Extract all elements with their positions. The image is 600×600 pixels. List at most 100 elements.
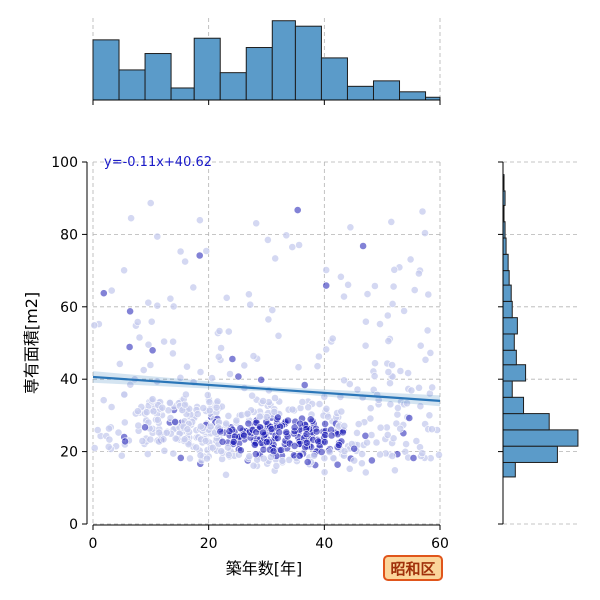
data-point (312, 427, 321, 436)
data-point (215, 327, 224, 335)
x-hist-bar (92, 39, 120, 101)
data-point (271, 254, 280, 263)
data-point (205, 398, 214, 406)
data-point (390, 466, 399, 475)
x-hist-bar (271, 20, 296, 101)
data-point (168, 349, 177, 358)
data-point (278, 456, 287, 465)
data-point (353, 385, 362, 394)
data-point (426, 348, 435, 357)
data-point (117, 451, 126, 460)
y-hist-bar (502, 364, 527, 382)
data-point (144, 298, 153, 307)
data-point (251, 450, 260, 459)
data-point (405, 414, 414, 422)
data-point (234, 372, 243, 381)
data-point (181, 390, 190, 399)
data-point (267, 425, 276, 433)
data-point (146, 361, 155, 369)
data-point (403, 399, 411, 408)
regression-layer (92, 371, 441, 407)
data-point (388, 361, 396, 369)
x-hist-bar (346, 85, 374, 101)
data-point (400, 306, 408, 315)
data-point (376, 320, 384, 328)
data-point (248, 391, 256, 400)
data-point (171, 417, 179, 426)
data-point (295, 241, 303, 249)
data-point (315, 400, 324, 408)
data-point (162, 428, 171, 437)
data-point (264, 315, 273, 324)
data-point (337, 407, 346, 416)
data-point (412, 437, 421, 445)
data-point (176, 373, 185, 382)
data-point (146, 435, 155, 444)
data-point (273, 413, 282, 422)
x-hist-bar (118, 69, 146, 101)
y-hist-bar (502, 413, 550, 431)
data-point (384, 337, 393, 345)
y-tick-label: 0 (69, 517, 78, 533)
data-point (203, 454, 211, 463)
data-point (314, 352, 323, 361)
data-point (222, 470, 230, 479)
data-point (183, 425, 192, 434)
data-point (146, 199, 155, 207)
data-point (222, 293, 231, 302)
data-point (90, 444, 99, 452)
data-point (99, 396, 108, 405)
data-point (169, 449, 178, 458)
data-point (282, 231, 291, 240)
x-hist-bar (294, 25, 322, 101)
data-point (340, 292, 348, 301)
data-point (169, 337, 177, 346)
data-point (139, 366, 148, 374)
data-point (212, 403, 221, 412)
data-point (321, 419, 329, 428)
data-point (176, 453, 185, 462)
data-point (303, 458, 312, 466)
data-point (240, 361, 249, 370)
data-point (277, 446, 285, 454)
data-point (166, 294, 175, 303)
data-point (236, 446, 245, 455)
area-badge: 昭和区 (383, 555, 443, 581)
data-point (383, 311, 392, 320)
data-point (306, 415, 315, 424)
data-point (120, 390, 129, 399)
data-point (320, 468, 329, 477)
data-point (126, 307, 135, 316)
x-tick-label: 20 (200, 536, 218, 552)
x-tick-label: 60 (431, 536, 449, 552)
scatter-points (90, 199, 443, 479)
data-point (141, 423, 149, 432)
data-point (240, 431, 248, 440)
data-point (160, 446, 169, 455)
data-point (406, 255, 415, 264)
data-point (217, 344, 225, 352)
data-point (195, 216, 204, 225)
data-point (99, 289, 108, 298)
data-point (203, 391, 212, 399)
data-point (367, 456, 376, 465)
data-point (304, 403, 313, 412)
y-hist-bar (502, 380, 513, 398)
data-point (218, 437, 227, 446)
data-point (224, 327, 233, 336)
data-point (105, 424, 113, 433)
data-point (208, 374, 216, 382)
data-point (259, 454, 268, 463)
data-point (353, 428, 361, 437)
data-point (294, 363, 303, 372)
data-point (107, 403, 116, 411)
data-point (183, 362, 191, 371)
data-point (208, 443, 217, 452)
data-point (176, 247, 185, 256)
y-marginal-histogram (498, 161, 579, 525)
data-point (358, 450, 366, 458)
data-point (148, 346, 157, 355)
data-point (383, 430, 392, 439)
data-point (160, 337, 168, 346)
